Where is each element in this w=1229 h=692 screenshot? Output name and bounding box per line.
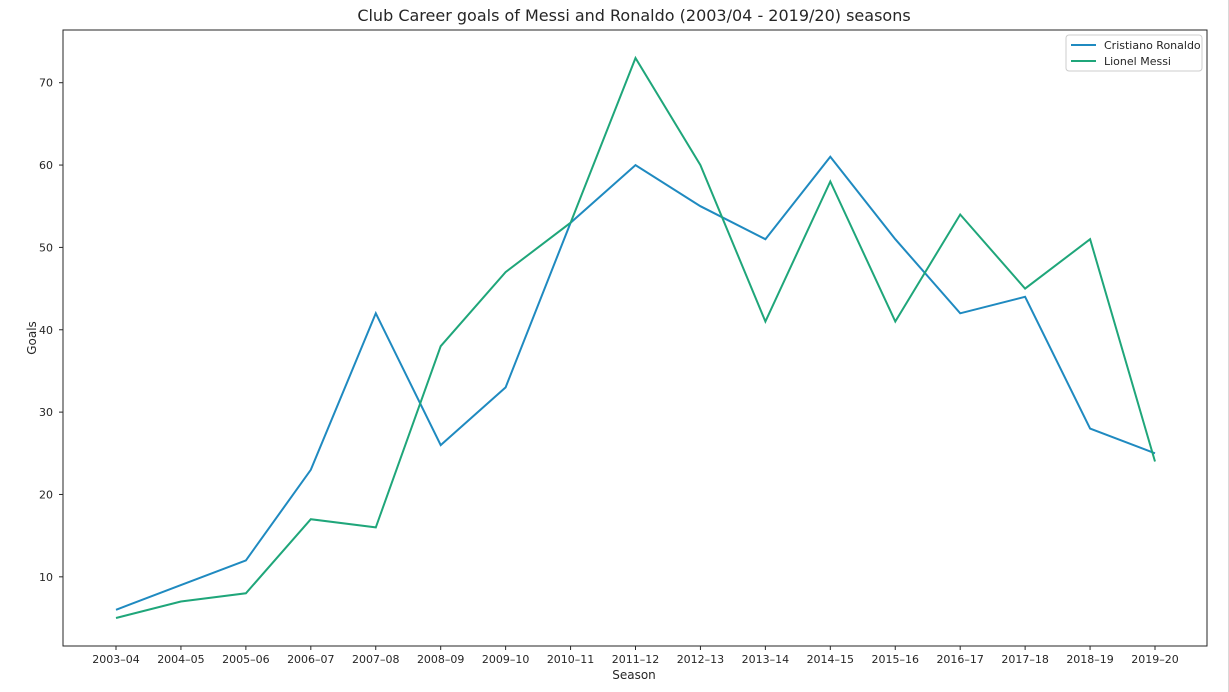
y-axis: 10 20 30 40 50 60 70 — [39, 77, 63, 584]
legend-label-lionel-messi: Lionel Messi — [1104, 55, 1171, 68]
plot-area — [62, 29, 1208, 647]
legend: Cristiano Ronaldo Lionel Messi — [1065, 34, 1203, 72]
x-tick-label: 2011–12 — [612, 653, 660, 666]
y-tick-label: 10 — [39, 571, 53, 584]
chart-title: Club Career goals of Messi and Ronaldo (… — [357, 6, 910, 25]
x-tick-label: 2006–07 — [287, 653, 335, 666]
y-tick-label: 40 — [39, 324, 53, 337]
legend-box — [1065, 34, 1203, 72]
legend-label-cristiano-ronaldo: Cristiano Ronaldo — [1104, 39, 1201, 52]
x-tick-label: 2016–17 — [936, 653, 984, 666]
x-axis-label: Season — [612, 668, 656, 682]
y-tick-label: 50 — [39, 241, 53, 254]
x-tick-label: 2019–20 — [1131, 653, 1179, 666]
series-line-cristiano-ronaldo — [115, 155, 1156, 611]
x-tick-label: 2004–05 — [157, 653, 205, 666]
y-tick-label: 30 — [39, 406, 53, 419]
y-tick-label: 20 — [39, 488, 53, 501]
y-axis-label: Goals — [25, 321, 39, 355]
y-tick-label: 70 — [39, 77, 53, 90]
x-axis: 2003–04 2004–05 2005–06 2006–07 2007–08 2008–… — [92, 646, 1179, 666]
x-tick-label: 2007–08 — [352, 653, 400, 666]
x-tick-label: 2012–13 — [677, 653, 725, 666]
x-tick-label: 2017–18 — [1001, 653, 1049, 666]
x-tick-label: 2014–15 — [807, 653, 855, 666]
x-tick-label: 2013–14 — [742, 653, 790, 666]
series-line-lionel-messi — [115, 55, 1156, 619]
x-tick-label: 2018–19 — [1066, 653, 1114, 666]
x-tick-label: 2010–11 — [547, 653, 595, 666]
x-tick-label: 2003–04 — [92, 653, 140, 666]
x-tick-label: 2009–10 — [482, 653, 530, 666]
x-tick-label: 2005–06 — [222, 653, 270, 666]
series-layer — [115, 55, 1156, 619]
y-tick-label: 60 — [39, 159, 53, 172]
x-tick-label: 2015–16 — [872, 653, 920, 666]
x-tick-label: 2008–09 — [417, 653, 465, 666]
